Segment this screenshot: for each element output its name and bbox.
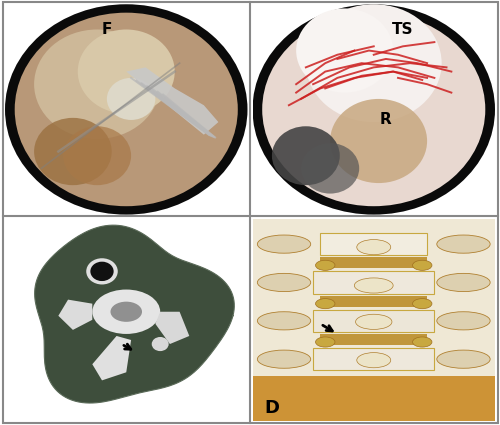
Ellipse shape [412,299,432,309]
Ellipse shape [437,235,490,253]
Circle shape [252,4,495,215]
Circle shape [107,78,156,120]
Ellipse shape [437,312,490,330]
Circle shape [301,143,359,194]
Bar [320,257,427,268]
Ellipse shape [437,350,490,368]
Ellipse shape [316,337,335,347]
Polygon shape [156,312,190,344]
Circle shape [272,126,340,185]
Text: A: A [10,193,24,210]
Text: D: D [264,399,280,416]
Ellipse shape [356,314,392,329]
Bar [320,233,427,255]
Circle shape [90,262,114,281]
Text: +: + [18,394,30,408]
Ellipse shape [412,337,432,347]
Text: B: B [258,193,271,210]
Text: TS: TS [392,22,413,37]
Circle shape [296,8,393,93]
Circle shape [34,118,112,185]
Text: C: C [17,399,30,416]
Ellipse shape [316,260,335,270]
Ellipse shape [110,302,142,322]
Ellipse shape [412,260,432,270]
Ellipse shape [258,235,310,253]
Ellipse shape [258,312,310,330]
Ellipse shape [316,299,335,309]
Circle shape [262,13,486,206]
Bar [313,310,434,332]
Ellipse shape [92,289,160,334]
Ellipse shape [357,353,390,368]
Polygon shape [34,225,234,403]
Ellipse shape [437,273,490,292]
Circle shape [86,258,118,284]
Circle shape [330,99,427,183]
Circle shape [78,29,175,113]
Circle shape [14,13,238,206]
Bar [313,272,434,294]
Bar [320,296,427,307]
Circle shape [306,4,442,122]
Bar [320,334,427,345]
Polygon shape [126,68,218,135]
Ellipse shape [258,350,310,368]
Polygon shape [58,300,92,330]
Circle shape [34,29,160,139]
Circle shape [5,4,248,215]
Ellipse shape [357,240,390,255]
Ellipse shape [354,278,393,293]
Text: R: R [380,113,392,127]
Bar [313,348,434,370]
Text: F: F [102,22,112,37]
Ellipse shape [258,273,310,292]
Polygon shape [92,336,131,380]
Circle shape [63,126,131,185]
Circle shape [152,337,168,351]
Bar [252,377,495,421]
